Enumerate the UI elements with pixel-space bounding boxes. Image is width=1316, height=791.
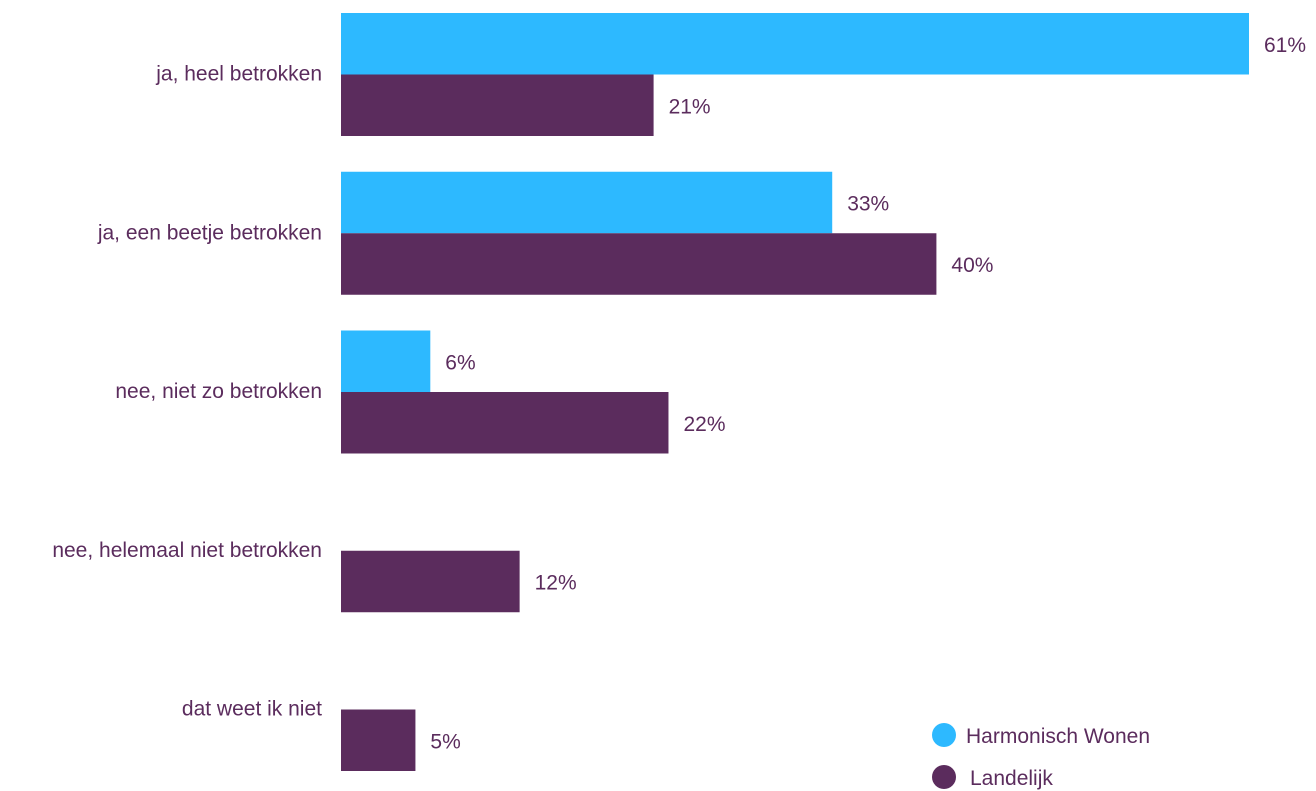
bar-landelijk [341,392,669,454]
bar-landelijk [341,74,654,136]
category-label: nee, helemaal niet betrokken [52,539,322,562]
bar-harmonisch-wonen [341,330,431,392]
bar-harmonisch-wonen [341,171,833,234]
category-label: ja, heel betrokken [155,63,322,86]
value-label: 21% [669,95,711,118]
bar-landelijk [341,709,416,771]
value-label: 12% [535,572,577,595]
value-label: 61% [1264,34,1306,57]
legend-marker [932,765,956,789]
value-label: 5% [430,730,460,753]
legend: Harmonisch Wonen Landelijk [932,723,1150,790]
legend-label: Harmonisch Wonen [966,725,1150,748]
bars [341,13,1249,771]
category-label: nee, niet zo betrokken [115,380,322,403]
category-label: dat weet ik niet [182,698,322,721]
value-labels: 61% 21% 33% 40% 6% 22% 12% 5% [430,34,1306,754]
value-label: 33% [847,193,889,216]
category-label: ja, een beetje betrokken [97,221,322,244]
legend-marker [932,723,956,747]
bar-harmonisch-wonen [341,13,1249,75]
value-label: 40% [951,254,993,277]
value-label: 22% [683,413,725,436]
bar-landelijk [341,550,520,613]
legend-label: Landelijk [970,767,1053,790]
bar-landelijk [341,233,937,295]
category-labels: ja, heel betrokken ja, een beetje betrokk… [52,63,322,721]
value-label: 6% [445,351,475,374]
